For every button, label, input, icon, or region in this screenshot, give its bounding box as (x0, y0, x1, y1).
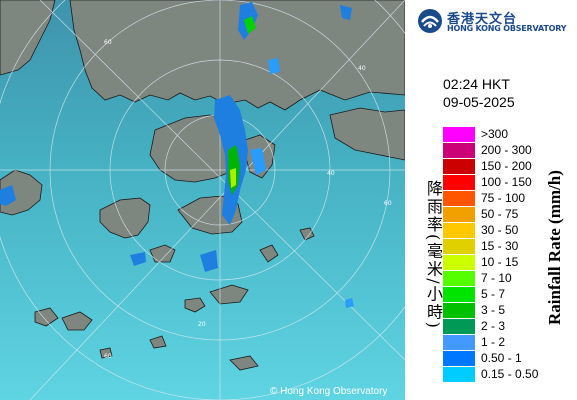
legend-swatch (443, 319, 475, 334)
ring-label: 60 (384, 200, 392, 207)
legend-swatch (443, 207, 475, 222)
legend-label: 5 - 7 (481, 287, 506, 301)
legend-title-chinese: 降雨率(毫米/小時) (424, 180, 443, 330)
legend-label: 75 - 100 (481, 191, 526, 205)
ring-label: 40 (327, 170, 335, 177)
legend-label: 3 - 5 (481, 303, 506, 317)
legend-swatch (443, 287, 475, 302)
logo-english-name: HONG KONG OBSERVATORY (447, 24, 567, 33)
legend-label: 50 - 75 (481, 207, 519, 221)
legend-swatch (443, 239, 475, 254)
radar-time: 02:24 HKT (443, 76, 510, 92)
radar-map[interactable]: 60 40 40 20 60 60 © Hong Kong Observator… (0, 0, 405, 400)
ring-label: 60 (104, 353, 112, 360)
ring-label: 60 (104, 39, 112, 46)
legend-label: 0.50 - 1 (481, 351, 522, 365)
legend-swatch (443, 335, 475, 350)
radar-map-canvas: 60 40 40 20 60 60 (0, 0, 405, 400)
legend-swatch (443, 127, 475, 142)
legend-swatch (443, 159, 475, 174)
hko-logo: 香港天文台 HONG KONG OBSERVATORY (415, 6, 575, 36)
legend-swatch (443, 303, 475, 318)
legend-label: 15 - 30 (481, 239, 519, 253)
legend-swatch (443, 271, 475, 286)
legend-swatch (443, 351, 475, 366)
ring-label: 20 (198, 321, 206, 328)
legend-label: >300 (481, 127, 509, 141)
legend-swatch (443, 367, 475, 382)
legend-label: 2 - 3 (481, 319, 506, 333)
legend-swatch (443, 143, 475, 158)
legend-label: 30 - 50 (481, 223, 519, 237)
legend-swatch (443, 255, 475, 270)
info-panel: 香港天文台 HONG KONG OBSERVATORY 02:24 HKT 09… (405, 0, 577, 400)
map-copyright: © Hong Kong Observatory (270, 386, 388, 397)
legend-title-english: Rainfall Rate (mm/h) (545, 170, 564, 326)
legend-swatch (443, 191, 475, 206)
radar-date: 09-05-2025 (443, 94, 515, 110)
ring-label: 40 (358, 65, 366, 72)
legend-label: 10 - 15 (481, 255, 519, 269)
legend-swatch (443, 223, 475, 238)
legend-swatch (443, 175, 475, 190)
legend-label: 100 - 150 (481, 175, 532, 189)
legend-label: 150 - 200 (481, 159, 532, 173)
legend-label: 200 - 300 (481, 143, 532, 157)
range-ring-labels: 60 40 40 20 60 60 (104, 39, 392, 360)
rain-echoes (0, 2, 354, 308)
legend-label: 1 - 2 (481, 335, 506, 349)
hko-emblem-icon (418, 9, 442, 33)
logo-chinese-name: 香港天文台 (447, 12, 518, 27)
legend-label: 7 - 10 (481, 271, 512, 285)
legend-label: 0.15 - 0.50 (481, 367, 539, 381)
